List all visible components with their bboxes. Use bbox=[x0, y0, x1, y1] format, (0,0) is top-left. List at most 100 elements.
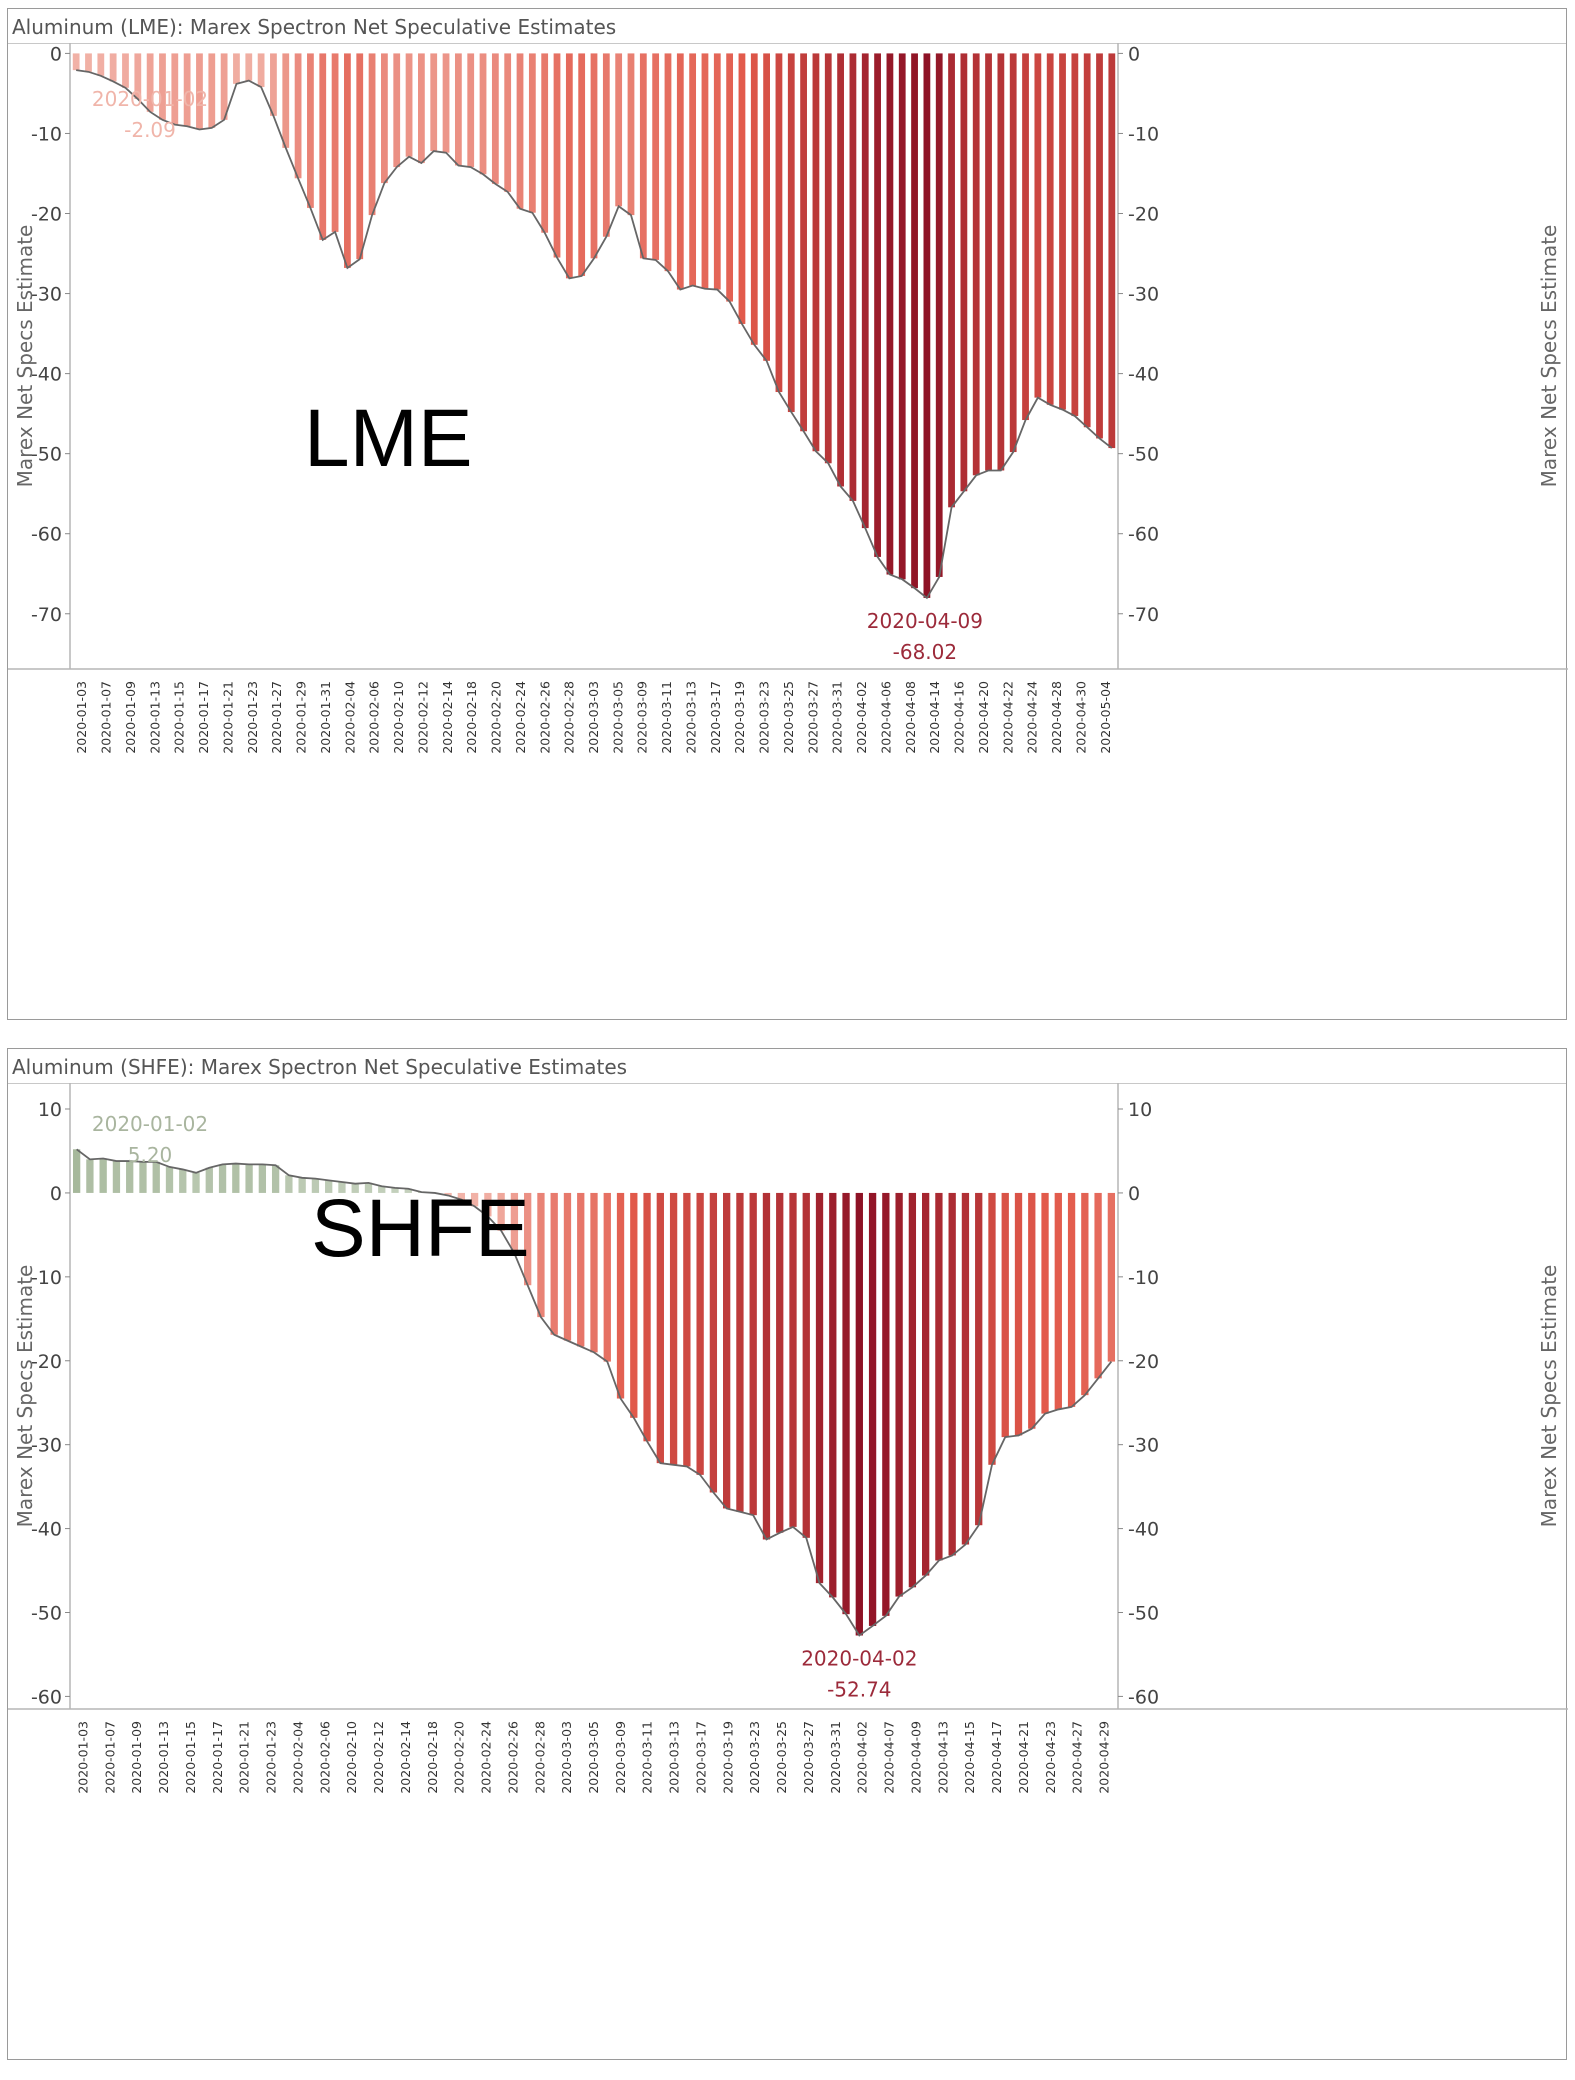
shfe-x-tick-label: 2020-03-23 bbox=[747, 1721, 762, 1794]
lme-bar bbox=[393, 53, 401, 168]
lme-bar bbox=[1096, 53, 1103, 439]
lme-bar bbox=[578, 53, 586, 276]
shfe-bar bbox=[112, 1161, 121, 1193]
lme-bar bbox=[282, 53, 290, 148]
shfe-x-tick-label: 2020-04-23 bbox=[1043, 1721, 1058, 1794]
lme-bar bbox=[122, 53, 129, 88]
lme-x-tick-label: 2020-01-15 bbox=[172, 681, 187, 754]
shfe-y2-tick-label: -40 bbox=[1128, 1519, 1159, 1541]
lme-x-tick-label: 2020-02-18 bbox=[464, 681, 479, 754]
shfe-bar bbox=[537, 1192, 545, 1318]
shfe-y2-tick-label: -50 bbox=[1128, 1602, 1159, 1624]
lme-bar bbox=[196, 53, 203, 130]
lme-x-tick-label: 2020-01-03 bbox=[74, 681, 89, 754]
lme-y-tick-label: -70 bbox=[31, 604, 62, 626]
shfe-x-tick-label: 2020-03-03 bbox=[559, 1721, 574, 1794]
lme-bar bbox=[750, 53, 758, 345]
lme-y-tick-label: -50 bbox=[31, 444, 62, 466]
shfe-y2-tick-label: 10 bbox=[1128, 1099, 1152, 1121]
lme-bar bbox=[146, 53, 154, 112]
lme-x-tick-label: 2020-02-12 bbox=[415, 681, 430, 754]
shfe-y-tick-label: -10 bbox=[31, 1267, 62, 1289]
shfe-bar bbox=[139, 1161, 147, 1193]
lme-bar bbox=[948, 53, 955, 508]
shfe-y-tick-label: -20 bbox=[31, 1351, 62, 1373]
lme-chart-svg: 0 0 -10 -10 -20 -20 -30 -30 -40 -40 -50 -50 -60 -60 -7… bbox=[8, 43, 1568, 754]
shfe-y2-tick-label: 0 bbox=[1128, 1183, 1140, 1205]
shfe-x-tick-label: 2020-03-25 bbox=[774, 1721, 789, 1794]
lme-min-point-date: 2020-04-09 bbox=[867, 609, 983, 633]
shfe-bar bbox=[205, 1167, 213, 1193]
shfe-bar bbox=[298, 1177, 306, 1193]
lme-y2-tick-label: -60 bbox=[1128, 524, 1159, 546]
lme-x-tick-label: 2020-01-13 bbox=[147, 681, 162, 754]
shfe-x-tick-label: 2020-02-06 bbox=[317, 1721, 332, 1794]
shfe-bar bbox=[497, 1192, 505, 1231]
shfe-x-tick-label: 2020-02-26 bbox=[505, 1721, 520, 1794]
lme-x-tick-label: 2020-01-31 bbox=[318, 681, 333, 754]
lme-bar bbox=[787, 53, 795, 413]
lme-bar bbox=[923, 53, 931, 598]
shfe-x-tick-label: 2020-02-10 bbox=[344, 1721, 359, 1794]
shfe-x-tick-label: 2020-02-14 bbox=[398, 1721, 413, 1794]
lme-bar bbox=[319, 53, 327, 240]
lme-x-tick-label: 2020-03-13 bbox=[683, 681, 698, 754]
shfe-bar bbox=[285, 1175, 293, 1193]
lme-bar bbox=[159, 53, 166, 120]
lme-bar bbox=[541, 53, 549, 233]
shfe-bar bbox=[1054, 1192, 1062, 1410]
lme-bar bbox=[639, 53, 647, 259]
lme-bar bbox=[874, 53, 881, 557]
shfe-y2-tick-label: -10 bbox=[1128, 1267, 1159, 1289]
lme-x-tick-label: 2020-04-16 bbox=[952, 681, 967, 754]
lme-y-tick-label: -30 bbox=[31, 284, 62, 306]
shfe-bar bbox=[484, 1192, 492, 1217]
shfe-bar bbox=[457, 1192, 465, 1200]
lme-x-tick-label: 2020-01-07 bbox=[99, 681, 114, 754]
lme-bar bbox=[294, 53, 302, 179]
shfe-x-tick-label: 2020-01-21 bbox=[237, 1721, 252, 1794]
shfe-x-tick-label: 2020-02-12 bbox=[371, 1721, 386, 1794]
shfe-x-tick-label: 2020-04-07 bbox=[882, 1721, 897, 1794]
shfe-overlay-label: SHFE bbox=[311, 1183, 530, 1274]
lme-bar bbox=[935, 53, 943, 577]
shfe-bar bbox=[948, 1192, 956, 1556]
shfe-bar bbox=[325, 1180, 333, 1193]
lme-x-tick-label: 2020-04-28 bbox=[1049, 681, 1064, 754]
lme-bar bbox=[972, 53, 980, 476]
shfe-bar bbox=[762, 1192, 771, 1540]
lme-bar bbox=[1059, 53, 1066, 410]
lme-x-tick-label: 2020-04-02 bbox=[854, 681, 869, 754]
lme-bar bbox=[861, 53, 869, 529]
shfe-x-tick-label: 2020-03-05 bbox=[586, 1721, 601, 1794]
shfe-bar bbox=[351, 1183, 359, 1193]
shfe-bar bbox=[1067, 1192, 1076, 1407]
lme-bar bbox=[344, 53, 351, 268]
lme-x-tick-label: 2020-03-23 bbox=[757, 681, 772, 754]
lme-bar bbox=[171, 53, 179, 125]
shfe-bar bbox=[789, 1192, 797, 1527]
lme-x-tick-label: 2020-03-27 bbox=[805, 681, 820, 754]
shfe-x-tick-label: 2020-04-17 bbox=[989, 1721, 1004, 1794]
lme-bar bbox=[763, 53, 770, 361]
lme-bar bbox=[134, 53, 142, 100]
lme-bar bbox=[849, 53, 857, 501]
shfe-y2-tick-label: -20 bbox=[1128, 1351, 1159, 1373]
shfe-x-tick-label: 2020-03-31 bbox=[828, 1721, 843, 1794]
lme-bar bbox=[368, 53, 376, 216]
lme-y2-axis-title: Marex Net Specs Estimate bbox=[1537, 225, 1561, 488]
lme-bar bbox=[479, 53, 487, 175]
lme-bar bbox=[1083, 53, 1091, 428]
lme-bar bbox=[467, 53, 475, 168]
shfe-bar bbox=[988, 1192, 996, 1465]
lme-bar bbox=[960, 53, 968, 492]
lme-y2-tick-label: -20 bbox=[1128, 204, 1159, 226]
shfe-bar bbox=[975, 1192, 983, 1526]
lme-x-tick-label: 2020-02-04 bbox=[342, 681, 357, 754]
shfe-bar bbox=[126, 1161, 134, 1193]
shfe-x-tick-label: 2020-02-04 bbox=[290, 1721, 305, 1794]
lme-bar bbox=[307, 53, 314, 208]
shfe-x-tick-label: 2020-03-11 bbox=[640, 1721, 655, 1794]
lme-x-tick-label: 2020-02-28 bbox=[562, 681, 577, 754]
shfe-bar bbox=[86, 1159, 94, 1193]
